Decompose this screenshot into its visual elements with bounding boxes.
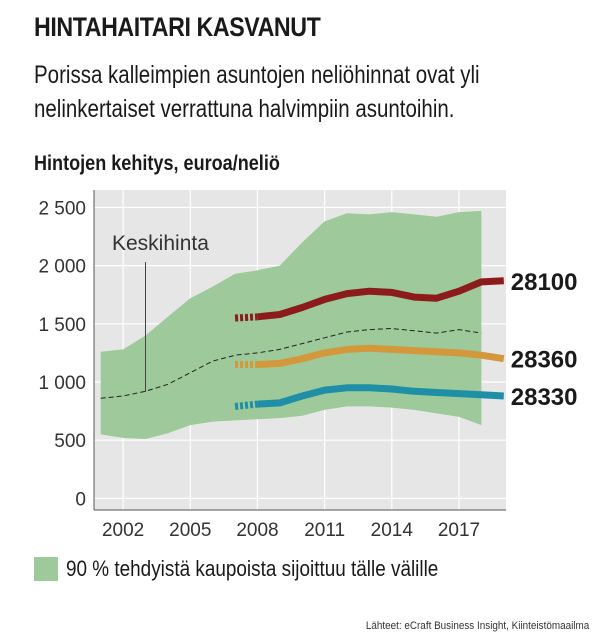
chart-title: HINTAHAITARI KASVANUT [34,12,321,42]
y-tick-label: 500 [54,431,86,452]
legend-swatch [34,557,58,581]
y-tick-label: 1 500 [38,315,86,336]
series-line [257,384,504,408]
series-layer [100,277,505,410]
x-tick-label: 2005 [169,520,211,541]
y-tick-label: 0 [75,489,86,510]
series-lead-dotted [234,313,258,322]
x-tick-label: 2002 [102,520,144,541]
series-end-label: 28360 [511,347,578,374]
series-end-label: 28100 [511,269,578,296]
axis-unit-title: Hintojen kehitys, euroa/neliö [34,152,280,175]
y-tick-label: 2 000 [38,257,86,278]
x-tick-label: 2011 [304,520,345,541]
series-line [257,344,505,368]
y-tick-label: 2 500 [38,198,86,219]
series-line [257,277,504,321]
legend: 90 % tehdyistä kaupoista sijoittuu tälle… [34,556,499,582]
median-line [100,327,482,399]
range-band [100,210,482,439]
median-label: Keskihinta [112,232,209,255]
chart-subtitle: Porissa kalleimpien asuntojen neliöhinna… [34,61,480,123]
series-end-label: 28330 [511,384,578,411]
series-lead-dotted [234,400,258,410]
x-tick-label: 2008 [236,520,278,541]
legend-label: 90 % tehdyistä kaupoista sijoittuu tälle… [66,556,439,581]
source-note: Lähteet: eCraft Business Insight, Kiinte… [365,620,589,632]
labels: 2002 2005 2008 2011 2014 2017 0 500 1 000 1 500 2 … [38,198,577,541]
x-tick-label: 2014 [371,520,414,541]
y-tick-label: 1 000 [38,373,86,394]
x-tick-label: 2017 [438,520,480,541]
axes [93,190,506,511]
